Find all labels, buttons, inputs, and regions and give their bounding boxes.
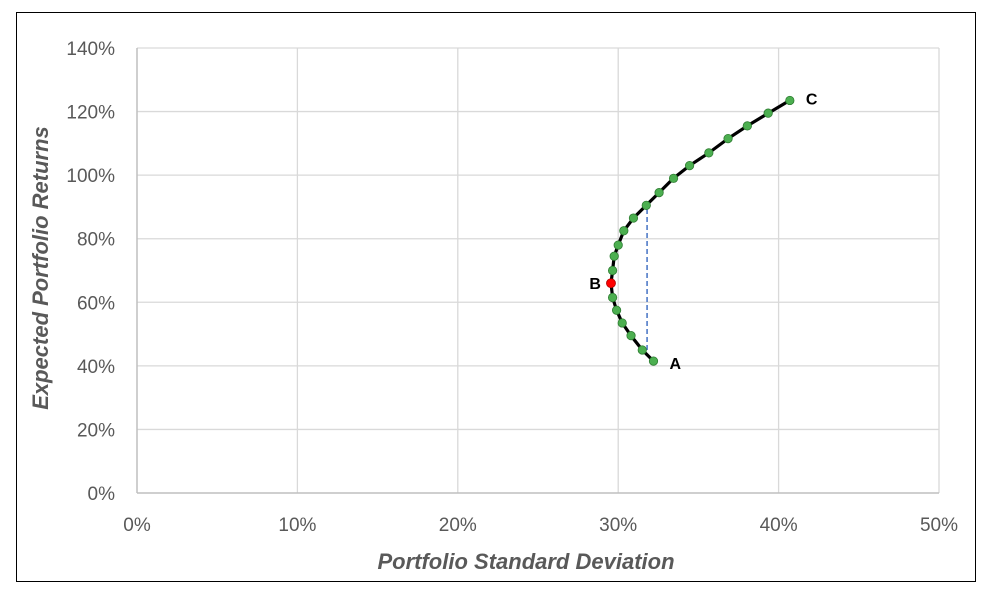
point-label-c: C xyxy=(806,91,818,108)
data-point xyxy=(637,345,647,355)
y-tick-label: 100% xyxy=(66,166,115,187)
x-tick-label: 30% xyxy=(599,515,637,536)
data-point xyxy=(654,188,664,198)
x-tick-label: 0% xyxy=(123,515,151,536)
y-tick-label: 120% xyxy=(66,103,115,124)
min-variance-point xyxy=(606,278,616,289)
chart-frame xyxy=(16,12,976,582)
y-tick-label: 0% xyxy=(88,484,116,505)
data-point xyxy=(609,251,619,261)
x-axis-title: Portfolio Standard Deviation xyxy=(377,549,674,574)
y-axis-title: Expected Portfolio Returns xyxy=(28,126,53,410)
data-point xyxy=(611,305,622,315)
data-point xyxy=(763,108,773,118)
y-tick-label: 140% xyxy=(66,39,115,60)
data-point xyxy=(628,213,639,223)
point-label-a: A xyxy=(669,356,681,373)
data-point xyxy=(626,331,636,341)
x-tick-label: 40% xyxy=(760,515,798,536)
data-point xyxy=(613,240,623,250)
data-point xyxy=(607,265,618,276)
data-point xyxy=(742,121,752,131)
y-tick-label: 80% xyxy=(77,230,115,251)
y-tick-label: 60% xyxy=(77,293,115,314)
frontier-curve xyxy=(609,99,791,363)
data-point xyxy=(641,200,651,210)
data-point xyxy=(785,95,795,106)
data-point xyxy=(607,292,618,303)
frontier-points xyxy=(606,95,795,366)
gridlines xyxy=(137,47,940,493)
data-point xyxy=(617,318,627,328)
x-tick-label: 50% xyxy=(920,515,958,536)
frontier-curve-group xyxy=(609,99,791,363)
point-labels: A B C xyxy=(589,91,817,373)
data-point xyxy=(684,161,695,171)
y-tick-label: 20% xyxy=(77,420,115,441)
x-tick-labels: 0% 10% 20% 30% 40% 50% xyxy=(123,515,958,536)
y-tick-labels: 0% 20% 40% 60% 80% 100% 120% 140% xyxy=(66,39,115,505)
data-point xyxy=(723,133,733,144)
data-point xyxy=(668,173,679,183)
x-tick-label: 20% xyxy=(439,515,477,536)
point-label-b: B xyxy=(589,276,601,293)
axes xyxy=(136,48,939,494)
data-point xyxy=(704,148,714,158)
x-tick-label: 10% xyxy=(278,515,316,536)
data-point xyxy=(619,226,629,236)
data-point xyxy=(648,356,659,366)
y-tick-label: 40% xyxy=(77,357,115,378)
